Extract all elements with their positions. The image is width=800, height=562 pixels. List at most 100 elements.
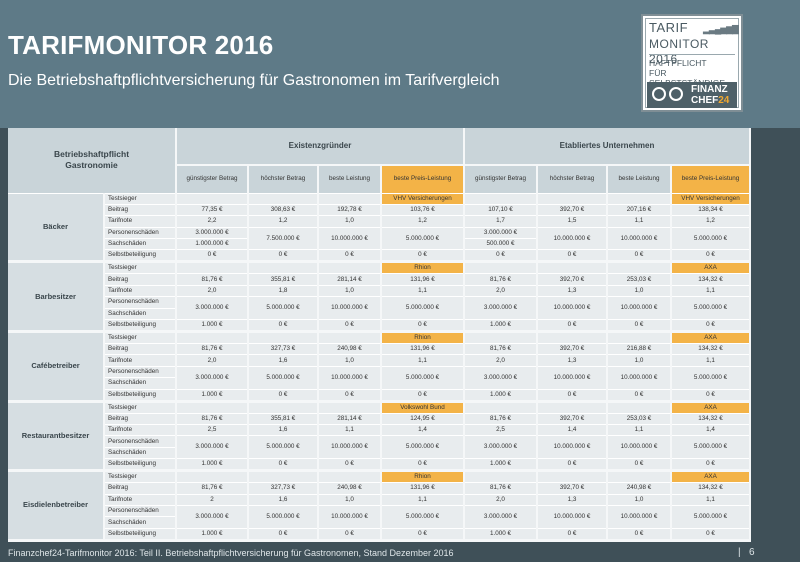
value-cell: 0 € [607, 458, 672, 473]
testsieger-cell: Rhion [381, 470, 465, 484]
column-header: beste Preis-Leistung [671, 164, 752, 194]
value-cell: 124,95 € [381, 413, 465, 425]
value-cell: 1,6 [248, 494, 319, 506]
row-label: Tarifnote [104, 424, 177, 437]
value-cell: 240,98 € [607, 482, 672, 495]
value-cell: 0 € [248, 528, 319, 542]
empty-cell [176, 401, 249, 414]
logo-brand-band: FINANZ CHEF24 [647, 82, 737, 108]
table-row: Beitrag 81,76 €327,73 €240,98 €131,96 €81… [8, 343, 752, 356]
value-cell: 3.000.000 € [464, 296, 538, 321]
table-row: Bäcker Testsieger VHV Versicherungen VHV Ve… [8, 193, 752, 264]
column-header: günstigster Betrag [464, 164, 538, 194]
value-cell: 0 € [607, 249, 672, 264]
logo-divider [649, 54, 735, 55]
value-cell: 10.000.000 € [607, 296, 672, 321]
value-cell: 1,3 [537, 285, 608, 298]
empty-cell [318, 470, 382, 484]
row-label: Sachschäden [104, 238, 177, 251]
value-cell: 0 € [671, 319, 752, 334]
value-cell: 216,88 € [607, 343, 672, 356]
value-cell: 1,8 [248, 285, 319, 298]
row-label: Testsieger [104, 193, 177, 205]
section-label: Barbesitzer [8, 261, 105, 334]
row-label: Sachschäden [104, 447, 177, 460]
value-cell: 281,14 € [318, 413, 382, 425]
value-cell: 1,0 [318, 215, 382, 228]
row-label: Sachschäden [104, 308, 177, 321]
testsieger-cell: VHV Versicherungen [671, 193, 752, 205]
value-cell: 1,1 [607, 215, 672, 228]
value-cell: 134,32 € [671, 273, 752, 286]
value-cell: 5.000.000 € [248, 366, 319, 390]
value-cell: 131,96 € [381, 343, 465, 356]
page-subtitle: Die Betriebshaftpflichtversicherung für … [8, 72, 500, 89]
table-row: Selbstbeteiligung 1.000 €0 €0 €0 €1.000 €… [8, 389, 752, 403]
row-label: Testsieger [104, 331, 177, 345]
value-cell: 327,73 € [248, 482, 319, 495]
value-cell: 240,98 € [318, 482, 382, 495]
logo-line-2: MONITOR 2016 [649, 36, 741, 66]
value-cell: 107,10 € [464, 204, 538, 217]
logo-bars-icon: ▂▃▄▅▆▇ [703, 24, 739, 34]
value-cell: 1,4 [381, 424, 465, 437]
value-cell: 3.000.000 € [176, 435, 249, 460]
table-row: Beitrag 77,35 €308,63 €192,78 €103,76 €10… [8, 204, 752, 217]
value-cell: 0 € [318, 249, 382, 264]
value-cell: 10.000.000 € [318, 296, 382, 321]
table-row: Tarifnote 2,5 1,6 1,1 1,4 2,5 1,4 1,1 1,4 [8, 424, 752, 437]
column-header: höchster Betrag [248, 164, 319, 194]
row-label: Beitrag [104, 204, 177, 217]
empty-cell [176, 331, 249, 345]
table-row: Tarifnote 2,2 1,2 1,0 1,2 1,7 1,5 1,1 1,2 [8, 215, 752, 228]
value-cell: 131,96 € [381, 273, 465, 286]
value-cell: 2,0 [464, 285, 538, 298]
value-cell: 10.000.000 € [318, 435, 382, 460]
table-row: Sachschäden 1.000.000 € 500.000 € [8, 238, 750, 251]
value-cell: 1,1 [318, 424, 382, 437]
table-row: Personenschäden 3.000.000 €5.000.000 €10.… [8, 435, 752, 460]
table-row: Personenschäden 3.000.000 €5.000.000 €10.… [8, 366, 752, 390]
empty-cell [607, 401, 672, 414]
row-label: Personenschäden [104, 366, 177, 379]
value-cell: 2 [176, 494, 249, 506]
value-cell: 253,03 € [607, 273, 672, 286]
value-cell: 1,5 [537, 215, 608, 228]
value-cell: 0 € [671, 458, 752, 473]
empty-cell [537, 331, 608, 345]
value-cell: 10.000.000 € [318, 505, 382, 529]
column-header: beste Leistung [318, 164, 382, 194]
value-cell: 1,0 [318, 494, 382, 506]
value-cell: 0 € [318, 389, 382, 403]
value-cell: 1,3 [537, 354, 608, 367]
value-cell: 10.000.000 € [607, 366, 672, 390]
value-cell: 1.000 € [464, 319, 538, 334]
testsieger-cell: Rhion [381, 261, 465, 275]
value-cell: 207,16 € [607, 204, 672, 217]
corner-cell: Betriebshaftpflicht Gastronomie [8, 128, 177, 194]
value-cell: 392,70 € [537, 273, 608, 286]
value-cell: 81,76 € [176, 413, 249, 425]
value-cell: 308,63 € [248, 204, 319, 217]
tariff-table: Betriebshaftpflicht Gastronomie Existenz… [8, 128, 752, 542]
table-row: Sachschäden [8, 308, 750, 321]
value-cell: 0 € [381, 249, 465, 264]
table-header-groups: Betriebshaftpflicht Gastronomie Existenz… [8, 128, 752, 194]
row-label: Selbstbeteiligung [104, 319, 177, 334]
value-cell: 2,0 [176, 285, 249, 298]
value-cell: 10.000.000 € [318, 366, 382, 390]
value-cell: 1.000.000 € [176, 238, 249, 251]
value-cell: 240,98 € [318, 343, 382, 356]
logo-line-1: TARIF [649, 20, 689, 35]
row-label: Selbstbeteiligung [104, 249, 177, 264]
empty-cell [464, 261, 538, 275]
empty-cell [537, 261, 608, 275]
value-cell: 81,76 € [176, 273, 249, 286]
empty-cell [607, 193, 672, 205]
row-label: Tarifnote [104, 354, 177, 367]
row-label: Personenschäden [104, 227, 177, 240]
value-cell: 0 € [248, 458, 319, 473]
value-cell: 2,2 [176, 215, 249, 228]
empty-cell [464, 401, 538, 414]
empty-cell [176, 261, 249, 275]
